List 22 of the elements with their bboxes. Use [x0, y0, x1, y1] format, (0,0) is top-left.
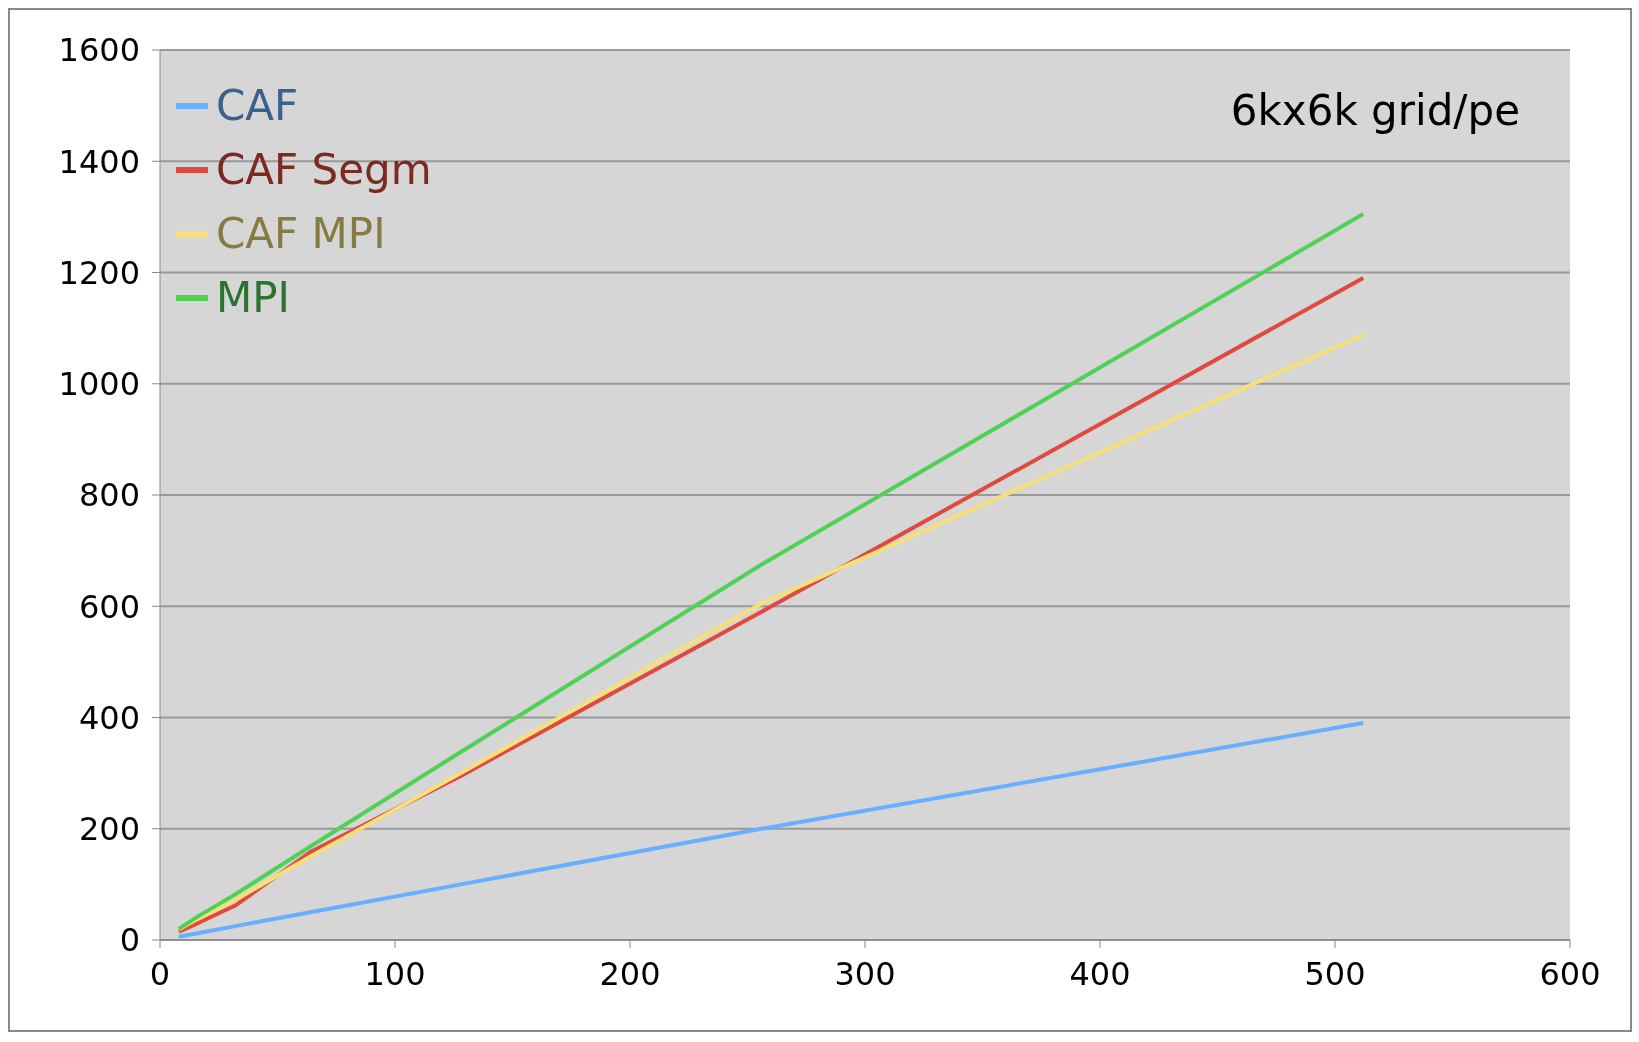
y-tick-label: 1600	[58, 31, 140, 70]
annotation: 6kx6k grid/pe	[1230, 86, 1520, 135]
y-tick-label: 1000	[58, 365, 140, 404]
x-tick-label: 600	[1539, 954, 1601, 993]
x-tick-label: 100	[364, 954, 426, 993]
x-tick-label: 500	[1304, 954, 1366, 993]
legend-label: CAF MPI	[216, 209, 386, 258]
y-tick-label: 800	[78, 476, 140, 515]
x-tick-label: 200	[599, 954, 661, 993]
x-tick-label: 300	[834, 954, 896, 993]
line-series	[176, 721, 1366, 939]
y-tick-label: 400	[78, 698, 140, 737]
legend-label: CAF	[216, 81, 299, 130]
y-tick-label: 0	[119, 921, 140, 960]
x-tick-label: 400	[1069, 954, 1131, 993]
y-tick-label: 1200	[58, 253, 140, 292]
y-tick-label: 600	[78, 587, 140, 626]
legend-label: MPI	[216, 273, 290, 322]
x-tick-label: 0	[149, 954, 171, 993]
y-tick-label: 200	[78, 810, 140, 849]
legend-label: CAF Segm	[216, 145, 432, 194]
y-tick-label: 1400	[58, 142, 140, 181]
